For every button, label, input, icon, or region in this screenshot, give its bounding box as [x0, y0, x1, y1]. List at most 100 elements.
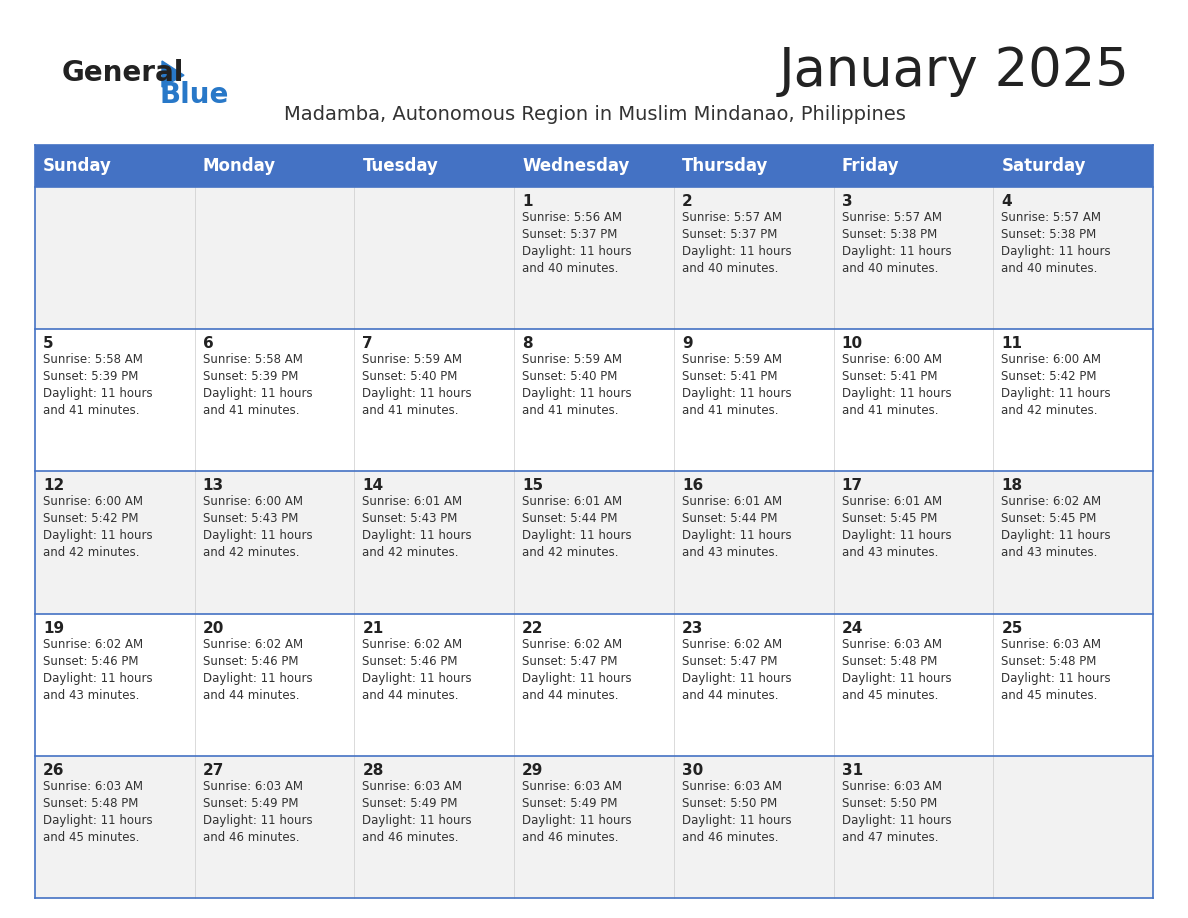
FancyBboxPatch shape: [674, 330, 834, 472]
FancyBboxPatch shape: [34, 330, 195, 472]
FancyBboxPatch shape: [34, 756, 195, 898]
Text: Sunrise: 6:01 AM
Sunset: 5:44 PM
Daylight: 11 hours
and 43 minutes.: Sunrise: 6:01 AM Sunset: 5:44 PM Dayligh…: [682, 496, 791, 559]
Polygon shape: [162, 61, 184, 87]
Text: 29: 29: [523, 763, 544, 778]
Text: 20: 20: [203, 621, 225, 635]
Text: Sunrise: 6:01 AM
Sunset: 5:44 PM
Daylight: 11 hours
and 42 minutes.: Sunrise: 6:01 AM Sunset: 5:44 PM Dayligh…: [523, 496, 632, 559]
FancyBboxPatch shape: [993, 145, 1154, 187]
FancyBboxPatch shape: [993, 330, 1154, 472]
Text: 16: 16: [682, 478, 703, 493]
FancyBboxPatch shape: [195, 613, 354, 756]
Text: 24: 24: [841, 621, 862, 635]
FancyBboxPatch shape: [674, 187, 834, 330]
Text: 27: 27: [203, 763, 225, 778]
FancyBboxPatch shape: [195, 330, 354, 472]
FancyBboxPatch shape: [34, 187, 195, 330]
FancyBboxPatch shape: [674, 613, 834, 756]
Text: 9: 9: [682, 336, 693, 352]
Text: 11: 11: [1001, 336, 1023, 352]
FancyBboxPatch shape: [834, 187, 993, 330]
FancyBboxPatch shape: [514, 187, 674, 330]
Text: Sunrise: 5:59 AM
Sunset: 5:41 PM
Daylight: 11 hours
and 41 minutes.: Sunrise: 5:59 AM Sunset: 5:41 PM Dayligh…: [682, 353, 791, 417]
Text: 6: 6: [203, 336, 214, 352]
FancyBboxPatch shape: [834, 613, 993, 756]
Text: 26: 26: [43, 763, 64, 778]
Text: Sunrise: 6:03 AM
Sunset: 5:48 PM
Daylight: 11 hours
and 45 minutes.: Sunrise: 6:03 AM Sunset: 5:48 PM Dayligh…: [43, 779, 152, 844]
FancyBboxPatch shape: [993, 756, 1154, 898]
Text: January 2025: January 2025: [779, 45, 1130, 97]
Text: 28: 28: [362, 763, 384, 778]
FancyBboxPatch shape: [993, 613, 1154, 756]
FancyBboxPatch shape: [834, 472, 993, 613]
FancyBboxPatch shape: [34, 145, 195, 187]
FancyBboxPatch shape: [834, 330, 993, 472]
Text: Madamba, Autonomous Region in Muslim Mindanao, Philippines: Madamba, Autonomous Region in Muslim Min…: [284, 105, 906, 124]
Text: 2: 2: [682, 194, 693, 209]
FancyBboxPatch shape: [195, 756, 354, 898]
FancyBboxPatch shape: [354, 756, 514, 898]
Text: Sunrise: 6:03 AM
Sunset: 5:48 PM
Daylight: 11 hours
and 45 minutes.: Sunrise: 6:03 AM Sunset: 5:48 PM Dayligh…: [1001, 638, 1111, 701]
Text: Sunrise: 6:02 AM
Sunset: 5:46 PM
Daylight: 11 hours
and 44 minutes.: Sunrise: 6:02 AM Sunset: 5:46 PM Dayligh…: [203, 638, 312, 701]
Text: 7: 7: [362, 336, 373, 352]
Text: Sunrise: 6:02 AM
Sunset: 5:47 PM
Daylight: 11 hours
and 44 minutes.: Sunrise: 6:02 AM Sunset: 5:47 PM Dayligh…: [682, 638, 791, 701]
Text: General: General: [62, 59, 184, 87]
FancyBboxPatch shape: [514, 145, 674, 187]
FancyBboxPatch shape: [674, 756, 834, 898]
Text: 12: 12: [43, 478, 64, 493]
FancyBboxPatch shape: [834, 756, 993, 898]
Text: Sunrise: 6:03 AM
Sunset: 5:49 PM
Daylight: 11 hours
and 46 minutes.: Sunrise: 6:03 AM Sunset: 5:49 PM Dayligh…: [203, 779, 312, 844]
Text: Sunrise: 6:03 AM
Sunset: 5:49 PM
Daylight: 11 hours
and 46 minutes.: Sunrise: 6:03 AM Sunset: 5:49 PM Dayligh…: [362, 779, 472, 844]
Text: 18: 18: [1001, 478, 1023, 493]
Text: 22: 22: [523, 621, 544, 635]
Text: 10: 10: [841, 336, 862, 352]
Text: 15: 15: [523, 478, 543, 493]
Text: Sunrise: 5:59 AM
Sunset: 5:40 PM
Daylight: 11 hours
and 41 minutes.: Sunrise: 5:59 AM Sunset: 5:40 PM Dayligh…: [362, 353, 472, 417]
FancyBboxPatch shape: [195, 145, 354, 187]
Text: Sunrise: 6:00 AM
Sunset: 5:42 PM
Daylight: 11 hours
and 42 minutes.: Sunrise: 6:00 AM Sunset: 5:42 PM Dayligh…: [1001, 353, 1111, 417]
Text: Tuesday: Tuesday: [362, 157, 438, 175]
Text: Sunrise: 6:00 AM
Sunset: 5:41 PM
Daylight: 11 hours
and 41 minutes.: Sunrise: 6:00 AM Sunset: 5:41 PM Dayligh…: [841, 353, 952, 417]
FancyBboxPatch shape: [195, 472, 354, 613]
Text: Thursday: Thursday: [682, 157, 769, 175]
Text: Saturday: Saturday: [1001, 157, 1086, 175]
Text: Sunrise: 6:00 AM
Sunset: 5:42 PM
Daylight: 11 hours
and 42 minutes.: Sunrise: 6:00 AM Sunset: 5:42 PM Dayligh…: [43, 496, 152, 559]
Text: Friday: Friday: [841, 157, 899, 175]
FancyBboxPatch shape: [34, 613, 195, 756]
Text: Sunrise: 5:58 AM
Sunset: 5:39 PM
Daylight: 11 hours
and 41 minutes.: Sunrise: 5:58 AM Sunset: 5:39 PM Dayligh…: [43, 353, 152, 417]
Text: 23: 23: [682, 621, 703, 635]
Text: Sunrise: 5:57 AM
Sunset: 5:38 PM
Daylight: 11 hours
and 40 minutes.: Sunrise: 5:57 AM Sunset: 5:38 PM Dayligh…: [841, 211, 952, 275]
Text: Sunrise: 6:01 AM
Sunset: 5:43 PM
Daylight: 11 hours
and 42 minutes.: Sunrise: 6:01 AM Sunset: 5:43 PM Dayligh…: [362, 496, 472, 559]
Text: 31: 31: [841, 763, 862, 778]
Text: 13: 13: [203, 478, 223, 493]
FancyBboxPatch shape: [514, 613, 674, 756]
FancyBboxPatch shape: [354, 330, 514, 472]
FancyBboxPatch shape: [674, 472, 834, 613]
Text: Sunrise: 6:02 AM
Sunset: 5:46 PM
Daylight: 11 hours
and 44 minutes.: Sunrise: 6:02 AM Sunset: 5:46 PM Dayligh…: [362, 638, 472, 701]
FancyBboxPatch shape: [34, 472, 195, 613]
FancyBboxPatch shape: [514, 330, 674, 472]
Text: 8: 8: [523, 336, 532, 352]
FancyBboxPatch shape: [514, 756, 674, 898]
FancyBboxPatch shape: [993, 187, 1154, 330]
Text: 4: 4: [1001, 194, 1012, 209]
FancyBboxPatch shape: [195, 187, 354, 330]
Text: Sunrise: 6:00 AM
Sunset: 5:43 PM
Daylight: 11 hours
and 42 minutes.: Sunrise: 6:00 AM Sunset: 5:43 PM Dayligh…: [203, 496, 312, 559]
Text: Sunrise: 6:03 AM
Sunset: 5:50 PM
Daylight: 11 hours
and 46 minutes.: Sunrise: 6:03 AM Sunset: 5:50 PM Dayligh…: [682, 779, 791, 844]
FancyBboxPatch shape: [674, 145, 834, 187]
Text: 30: 30: [682, 763, 703, 778]
Text: Sunrise: 6:02 AM
Sunset: 5:45 PM
Daylight: 11 hours
and 43 minutes.: Sunrise: 6:02 AM Sunset: 5:45 PM Dayligh…: [1001, 496, 1111, 559]
FancyBboxPatch shape: [354, 472, 514, 613]
Text: 3: 3: [841, 194, 852, 209]
Text: 1: 1: [523, 194, 532, 209]
Text: Sunrise: 5:57 AM
Sunset: 5:38 PM
Daylight: 11 hours
and 40 minutes.: Sunrise: 5:57 AM Sunset: 5:38 PM Dayligh…: [1001, 211, 1111, 275]
FancyBboxPatch shape: [354, 613, 514, 756]
FancyBboxPatch shape: [834, 145, 993, 187]
Text: Blue: Blue: [160, 81, 229, 109]
Text: Monday: Monday: [203, 157, 276, 175]
FancyBboxPatch shape: [514, 472, 674, 613]
Text: Sunday: Sunday: [43, 157, 112, 175]
Text: Sunrise: 6:03 AM
Sunset: 5:50 PM
Daylight: 11 hours
and 47 minutes.: Sunrise: 6:03 AM Sunset: 5:50 PM Dayligh…: [841, 779, 952, 844]
Text: Wednesday: Wednesday: [523, 157, 630, 175]
Text: 21: 21: [362, 621, 384, 635]
Text: Sunrise: 5:57 AM
Sunset: 5:37 PM
Daylight: 11 hours
and 40 minutes.: Sunrise: 5:57 AM Sunset: 5:37 PM Dayligh…: [682, 211, 791, 275]
